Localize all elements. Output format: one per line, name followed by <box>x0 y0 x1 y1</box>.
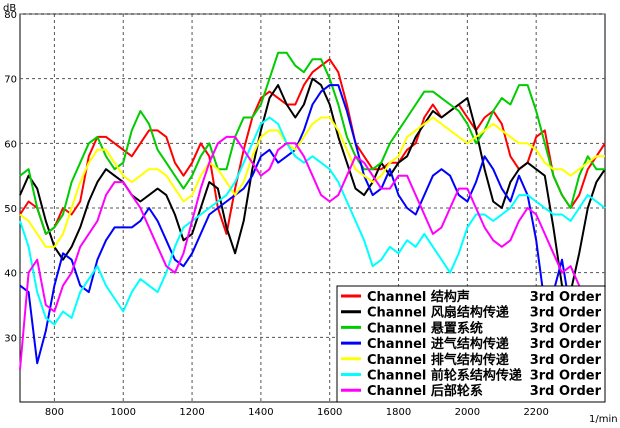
legend-label: Channel 结构声 <box>367 289 470 305</box>
legend-order: 3rd Order <box>530 384 602 399</box>
legend-order: 3rd Order <box>530 369 602 384</box>
legend-label: Channel 前轮系结构传递 <box>367 368 522 384</box>
legend-order: 3rd Order <box>530 290 602 305</box>
y-axis-unit: dB <box>3 3 16 14</box>
legend-label: Channel 进气结构传递 <box>367 336 509 352</box>
y-tick-label: 50 <box>4 204 17 215</box>
x-tick-label: 1400 <box>248 407 273 418</box>
x-tick-labels: 800 1000 1200 1400 1600 1800 2000 2200 <box>45 407 549 418</box>
x-tick-label: 1800 <box>386 407 411 418</box>
y-tick-label: 60 <box>4 139 17 150</box>
series-line-1 <box>19 58 606 235</box>
y-tick-labels: 30 40 50 60 70 80 <box>4 10 17 344</box>
legend-order: 3rd Order <box>530 353 602 368</box>
y-tick-label: 30 <box>4 333 17 344</box>
series-line-7 <box>19 135 606 371</box>
grid <box>20 13 605 402</box>
x-axis-unit: 1/min <box>589 414 618 425</box>
series-line-6 <box>19 116 606 326</box>
x-tick-label: 800 <box>45 407 64 418</box>
legend-label: Channel 悬置系统 <box>367 320 483 336</box>
legend-label: Channel 后部轮系 <box>367 383 483 399</box>
series-line-4 <box>19 84 606 365</box>
legend-label: Channel 风扇结构传递 <box>367 305 509 321</box>
y-tick-label: 40 <box>4 269 17 280</box>
legend-box <box>336 285 606 403</box>
legend-label: Channel 排气结构传递 <box>367 352 509 368</box>
series-line-2 <box>19 77 606 294</box>
legend: Channel 结构声 3rd Order Channel 风扇结构传递 3rd Or… <box>336 285 606 403</box>
series-lines <box>19 51 606 371</box>
y-tick-label: 80 <box>4 10 17 21</box>
legend-order: 3rd Order <box>530 321 602 336</box>
legend-order: 3rd Order <box>530 306 602 321</box>
x-tick-label: 1600 <box>317 407 342 418</box>
y-tick-label: 70 <box>4 75 17 86</box>
series-line-5 <box>19 116 605 248</box>
x-tick-label: 1200 <box>179 407 204 418</box>
x-tick-label: 2200 <box>523 407 548 418</box>
x-tick-label: 1000 <box>111 407 136 418</box>
legend-order: 3rd Order <box>530 337 602 352</box>
x-tick-label: 2000 <box>455 407 480 418</box>
